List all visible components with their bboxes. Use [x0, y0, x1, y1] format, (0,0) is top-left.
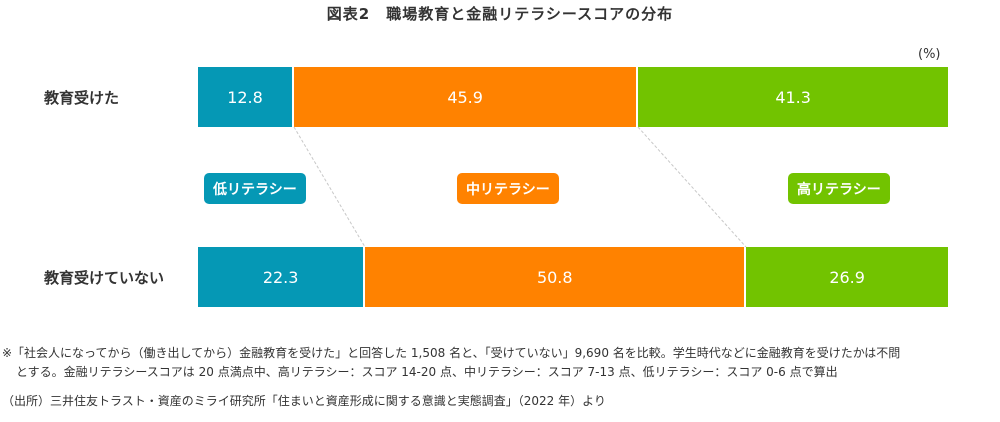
unit-label: (%): [918, 47, 941, 62]
segment-mid: 45.9: [294, 67, 639, 127]
bar-not-educated: 22.3 50.8 26.9: [198, 247, 948, 307]
legend-badge-high: 高リテラシー: [788, 173, 890, 204]
row-label-not-educated: 教育受けていない: [44, 269, 165, 287]
chart-title: 図表2 職場教育と金融リテラシースコアの分布: [326, 5, 674, 23]
segment-high: 26.9: [746, 247, 948, 307]
legend-badge-low: 低リテラシー: [204, 173, 306, 204]
segment-mid: 50.8: [365, 247, 747, 307]
segment-low: 22.3: [198, 247, 366, 307]
source-note: （出所）三井住友トラスト・資産のミライ研究所「住まいと資産形成に関する意識と実態…: [2, 394, 606, 408]
segment-high: 41.3: [638, 67, 948, 127]
footnote: ※「社会人になってから（働き出してから）金融教育を受けた」と回答した 1,508…: [2, 344, 900, 381]
segment-low: 12.8: [198, 67, 294, 127]
footnote-line-2: とする。金融リテラシースコアは 20 点満点中、高リテラシー：スコア 14-20…: [16, 364, 838, 379]
footnote-line-1: ※「社会人になってから（働き出してから）金融教育を受けた」と回答した 1,508…: [2, 346, 901, 360]
bar-educated: 12.8 45.9 41.3: [198, 67, 948, 127]
row-label-educated: 教育受けた: [44, 89, 120, 107]
legend-badge-mid: 中リテラシー: [457, 173, 559, 204]
